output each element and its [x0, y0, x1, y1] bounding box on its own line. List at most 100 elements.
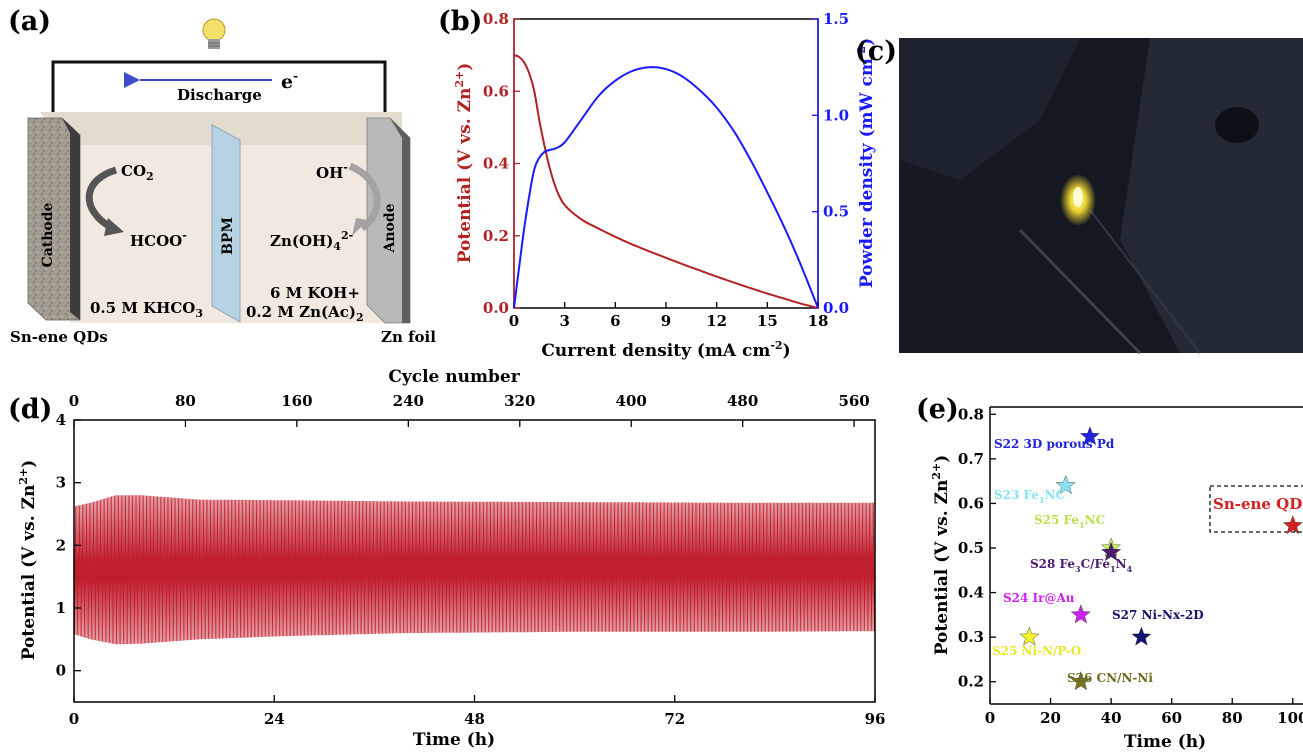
b-left-tick-label: 0.2 [483, 227, 509, 245]
photo-shadow-region [899, 38, 1080, 180]
e-x-tick-label: 40 [1101, 709, 1122, 727]
lit-bulb-icon [1073, 187, 1083, 207]
label-s22: S22 3D porous Pd [994, 437, 1115, 451]
e-y-tick-label: 0.8 [958, 405, 984, 423]
point-star-s26-cn-n-ni [1070, 671, 1091, 691]
point-star-s22-3d-porous-pd [1079, 426, 1100, 446]
d-top-tick-label: 320 [504, 392, 535, 410]
photo-dark-knob [1215, 107, 1259, 143]
external-circuit-wire [51, 60, 387, 130]
catholyte-label: 0.5 M KHCO3 [90, 299, 203, 320]
d-y-tick-label: 2 [56, 536, 66, 554]
panel-d-top-axis-title: Cycle number [388, 367, 520, 387]
b-left-tick-label: 0.8 [483, 10, 509, 28]
d-x-tick-label: 24 [264, 710, 285, 728]
e-x-tick-label: 100 [1277, 709, 1303, 727]
panel-b-left-axis-title: Potential (V vs. Zn2+) [453, 63, 475, 264]
panel-b-right-axis-title: Powder density (mW cm-2) [855, 38, 877, 288]
panel-b-label: (b) [438, 6, 482, 37]
zinc-oxidation-arrow [348, 162, 381, 231]
point-star-s23-fe1nc [1055, 475, 1076, 495]
b-x-tick-label: 15 [757, 312, 778, 330]
e-y-tick-label: 0.3 [958, 628, 984, 646]
e-y-tick-label: 0.6 [958, 494, 984, 512]
panel-c-label: (c) [855, 36, 897, 67]
label-s24: S24 Ir@Au [1003, 591, 1075, 605]
panel-d-x-axis-title: Time (h) [413, 730, 495, 750]
b-x-tick-label: 18 [808, 312, 829, 330]
label-s25-fe: S25 Fe1NC [1034, 513, 1105, 530]
b-left-tick-label: 0.4 [483, 155, 509, 173]
panel-b-x-axis-title: Current density (mA cm-2) [541, 339, 790, 361]
d-y-tick-label: 4 [56, 411, 66, 429]
co2-label: CO2 [121, 162, 154, 183]
bulb-icon [202, 18, 226, 49]
b-right-tick-label: 1.5 [823, 10, 849, 28]
panel-d-label: (d) [8, 394, 52, 425]
photo-wire-1 [1018, 228, 1142, 355]
bpm-label: BPM [220, 217, 236, 255]
panel-e-comparison-chart: (e) 0 20 40 60 80 100 0.2 0.3 0.4 0.5 0.6 0.7 0.8 S2… [916, 394, 1303, 752]
panel-e-point-labels: S22 3D porous Pd S23 Fe1NC S25 Fe1NC S28… [992, 437, 1303, 685]
bpm-membrane [211, 124, 241, 323]
b-x-tick-label: 12 [706, 312, 727, 330]
panel-c-photo: (c) [855, 36, 1303, 355]
d-y-tick-label: 1 [56, 599, 66, 617]
label-sn-ene: Sn-ene QDs [1213, 495, 1303, 513]
cathode-plate-edge [62, 118, 80, 320]
d-x-tick-label: 48 [464, 710, 485, 728]
d-x-tick-label: 72 [664, 710, 685, 728]
panel-b-plot-frame [513, 18, 819, 309]
point-star-s24-ir-au [1070, 604, 1091, 624]
d-top-tick-label: 480 [727, 392, 758, 410]
b-x-tick-label: 9 [661, 312, 671, 330]
point-star-sn-ene-qds [1282, 515, 1303, 535]
d-top-tick-label: 0 [69, 392, 79, 410]
power-density-curve [513, 66, 819, 309]
point-star-s28-fe3c-fe1n4 [1101, 541, 1122, 562]
d-top-tick-label: 240 [393, 392, 424, 410]
e-x-tick-label: 80 [1222, 709, 1243, 727]
d-top-tick-label: 400 [616, 392, 647, 410]
b-left-tick-label: 0.6 [483, 82, 509, 100]
anode-material-label: Zn foil [381, 328, 436, 346]
electron-symbol: e- [281, 69, 298, 93]
cathode-material-label: Sn-ene QDs [10, 328, 108, 346]
b-x-tick-label: 0 [509, 312, 519, 330]
photo-device-region [1120, 38, 1303, 353]
label-s27: S27 Ni-Nx-2D [1112, 608, 1204, 622]
panel-b-polarization-chart: (b) 0 3 6 9 12 15 180.00.20.40.60.80.00.51.01.… [438, 6, 877, 361]
e-x-tick-label: 60 [1161, 709, 1182, 727]
panel-a-label: (a) [8, 6, 51, 37]
e-x-tick-label: 0 [985, 709, 995, 727]
d-x-tick-label: 96 [865, 710, 886, 728]
discharge-label: Discharge [177, 86, 262, 104]
panel-e-label: (e) [916, 394, 959, 425]
d-x-tick-label: 0 [69, 710, 79, 728]
e-y-tick-label: 0.7 [958, 450, 984, 468]
b-x-tick-label: 6 [610, 312, 620, 330]
d-top-tick-label: 560 [838, 392, 869, 410]
label-s23: S23 Fe1NC [994, 488, 1065, 505]
panel-e-y-axis-title: Potential (V vs. Zn2+) [930, 455, 952, 656]
e-y-tick-label: 0.2 [958, 673, 984, 691]
potential-curve [513, 54, 819, 309]
label-s28: S28 Fe3C/Fe1N4 [1030, 557, 1133, 574]
anode-plate-edge [390, 118, 410, 323]
co2-reduction-arrow [85, 166, 118, 232]
d-top-tick-label: 160 [281, 392, 312, 410]
anode-label: Anode [382, 203, 398, 253]
panel-d-cycling-chart: (d) Cycle number 0 24 48 72 960 80 160 240 320 40… [8, 367, 885, 750]
label-s26: S26 CN/N-Ni [1067, 671, 1153, 685]
b-left-tick-label: 0.0 [483, 299, 509, 317]
co2-reduction-arrowhead [104, 218, 124, 236]
b-right-tick-label: 0.5 [823, 203, 849, 221]
e-y-tick-label: 0.5 [958, 539, 984, 557]
hydroxide-label: OH- [316, 161, 348, 182]
e-y-tick-label: 0.4 [958, 584, 984, 602]
e-x-tick-label: 20 [1040, 709, 1061, 727]
d-top-tick-label: 80 [175, 392, 196, 410]
cathode-label: Cathode [40, 202, 56, 267]
label-s25-ni: S25 Ni-N/P-O [992, 644, 1081, 658]
point-star-s27-ni-nx-2d [1131, 626, 1152, 646]
